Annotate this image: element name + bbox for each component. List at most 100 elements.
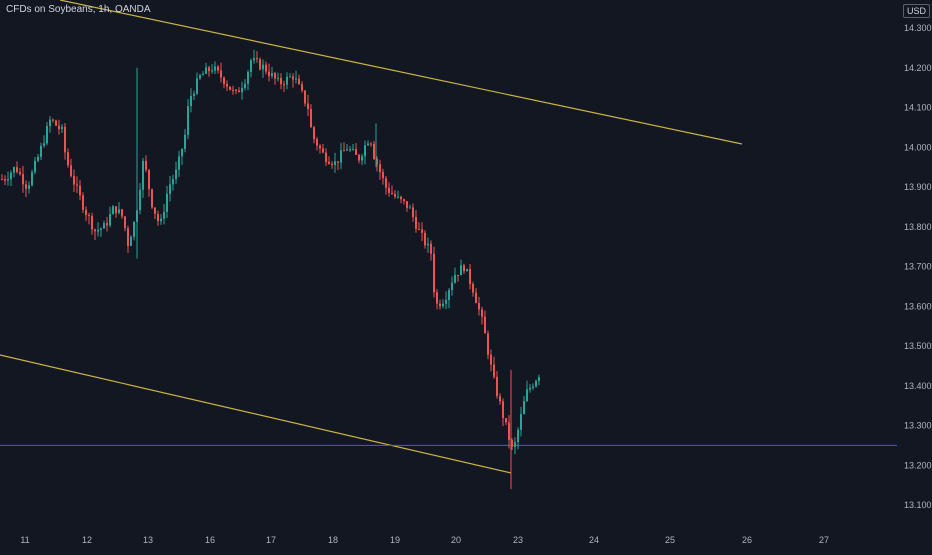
candle-body	[139, 189, 141, 211]
candle-body	[49, 119, 51, 127]
candle-body	[277, 77, 279, 79]
candle-body	[103, 223, 105, 229]
y-tick-label: 14.300	[904, 23, 932, 33]
y-tick-label: 13.800	[904, 222, 932, 232]
candle-body	[118, 209, 120, 214]
candle-body	[319, 145, 321, 149]
candle-body	[316, 139, 318, 146]
candle-body	[466, 268, 468, 272]
candle-body	[415, 216, 417, 229]
candle-body	[331, 163, 333, 166]
candle-body	[37, 156, 39, 161]
candle-body	[4, 179, 6, 181]
candle-body	[76, 184, 78, 186]
candle-body	[487, 333, 489, 355]
candle-body	[241, 87, 243, 93]
candle-body	[427, 243, 429, 246]
candle-body	[193, 93, 195, 96]
y-tick-label: 14.000	[904, 142, 932, 152]
candle-body	[382, 172, 384, 179]
x-tick-label: 25	[665, 535, 675, 545]
candle-body	[529, 387, 531, 390]
candle-body	[259, 59, 261, 70]
candle-body	[286, 76, 288, 85]
candle-body	[232, 89, 234, 91]
currency-badge[interactable]: USD	[903, 4, 931, 18]
candle-body	[394, 193, 396, 197]
candle-body	[70, 165, 72, 177]
candle-body	[112, 206, 114, 215]
candle-body	[373, 143, 375, 160]
candle-body	[352, 149, 354, 151]
x-tick-label: 18	[328, 535, 338, 545]
candle-body	[388, 187, 390, 193]
candle-body	[124, 216, 126, 229]
y-tick-label: 13.700	[904, 262, 932, 272]
candle-body	[370, 143, 372, 145]
candle-body	[400, 196, 402, 200]
time-axis[interactable]: 11 12 13 16 17 18 19 20 23 24 25 26 27	[20, 535, 829, 545]
candle-body	[535, 380, 537, 387]
candle-body	[163, 212, 165, 219]
candle-body	[82, 195, 84, 210]
x-tick-label: 13	[143, 535, 153, 545]
candle-body	[346, 149, 348, 151]
candle-body	[508, 422, 510, 441]
trendline[interactable]	[0, 354, 512, 474]
candle-body	[127, 228, 129, 246]
candle-body	[19, 172, 21, 175]
candle-body	[142, 160, 144, 190]
candle-body	[205, 67, 207, 74]
x-tick-label: 27	[819, 535, 829, 545]
y-tick-label: 13.100	[904, 500, 932, 510]
candle-body	[337, 161, 339, 163]
candle-body	[514, 442, 516, 447]
candle-body	[463, 265, 465, 272]
candle-body	[289, 76, 291, 78]
candle-body	[46, 126, 48, 144]
x-tick-label: 16	[205, 535, 215, 545]
candle-body	[520, 414, 522, 430]
trendline[interactable]	[59, 0, 743, 145]
candle-body	[40, 145, 42, 157]
candle-body	[325, 152, 327, 162]
candle-body	[154, 207, 156, 214]
candle-body	[409, 207, 411, 209]
candle-body	[31, 172, 33, 186]
candle-body	[208, 67, 210, 72]
candle-body	[451, 282, 453, 291]
candle-body	[202, 73, 204, 76]
symbol-title[interactable]: CFDs on Soybeans, 1h, OANDA	[6, 4, 151, 15]
y-tick-label: 14.100	[904, 103, 932, 113]
candle-body	[238, 90, 240, 93]
candle-body	[61, 126, 63, 130]
candle-body	[28, 185, 30, 189]
candle-body	[367, 143, 369, 146]
candle-body	[538, 377, 540, 381]
candle-body	[85, 209, 87, 216]
candle-body	[25, 184, 27, 189]
candle-body	[79, 185, 81, 196]
candle-body	[52, 119, 54, 121]
x-tick-label: 24	[589, 535, 599, 545]
candle-body	[214, 66, 216, 71]
candle-body	[448, 290, 450, 300]
candle-body	[106, 223, 108, 226]
candle-body	[229, 86, 231, 90]
candle-body	[283, 84, 285, 86]
candle-body	[196, 78, 198, 94]
candle-body	[217, 66, 219, 71]
trendlines[interactable]	[0, 0, 743, 474]
candle-body	[511, 440, 513, 447]
candle-body	[385, 178, 387, 188]
candle-body	[22, 174, 24, 185]
candle-body	[226, 84, 228, 87]
x-tick-label: 20	[451, 535, 461, 545]
candle-body	[145, 160, 147, 170]
candle-body	[403, 199, 405, 202]
candle-body	[523, 401, 525, 415]
candle-body	[268, 71, 270, 77]
price-axis[interactable]: 13.100 13.200 13.300 13.400 13.500 13.600 13.7…	[904, 23, 932, 510]
x-tick-label: 26	[742, 535, 752, 545]
candle-body	[121, 209, 123, 217]
